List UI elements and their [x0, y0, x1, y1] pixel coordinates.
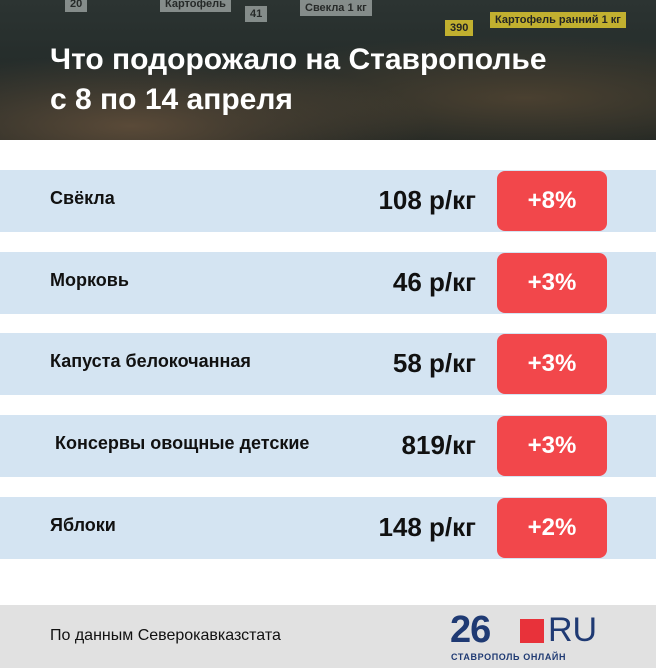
price-change: +3% [497, 252, 607, 313]
price-tag: 41 [245, 6, 268, 22]
price-tag: Картофель ранний 1 кг [490, 12, 626, 28]
table-row: Морковь 46 р/кг +3% [0, 251, 656, 314]
product-name: Консервы овощные детские [55, 433, 310, 454]
price: 108 р/кг [378, 185, 476, 215]
price-tag: Картофель [160, 0, 231, 12]
product-name: Яблоки [50, 514, 116, 535]
table-row: Консервы овощные детские 819/кг +3% [0, 415, 656, 478]
price-change: +2% [497, 497, 607, 558]
source: По данным Северокавказстата [50, 627, 281, 644]
title-line: Что подорожало на Ставрополье [50, 43, 547, 76]
product-name: Капуста белокочанная [50, 351, 251, 372]
table-row: Свёкла 108 р/кг +8% [0, 170, 656, 232]
price: 46 р/кг [392, 266, 476, 297]
table-row: Яблоки 148 р/кг +2% [0, 496, 656, 559]
price: 148 р/кг [378, 511, 476, 542]
logo-square [520, 619, 544, 643]
logo-subtitle: СТАВРОПОЛЬ ОНЛАЙН [451, 652, 567, 662]
price-change: +3% [497, 334, 607, 395]
header: 20 Картофель 41 Свекла 1 кг 390 Картофель ран… [0, 0, 656, 140]
logo-domain: RU [548, 611, 598, 649]
price-change: +8% [497, 171, 607, 231]
price-tag: Свекла 1 кг [300, 0, 372, 16]
product-name: Свёкла [50, 188, 115, 208]
price-change: +3% [497, 416, 607, 477]
price-tag: 20 [65, 0, 88, 12]
price-tag: 390 [445, 20, 474, 36]
footer: По данным Северокавказстата 26 RU СТАВРО… [0, 605, 656, 668]
price: 819/кг [401, 430, 476, 461]
logo: 26 RU СТАВРОПОЛЬ ОНЛАЙН [450, 609, 610, 663]
logo-number: 26 [450, 609, 491, 651]
title-line: с 8 по 14 апреля [50, 83, 293, 116]
price: 58 р/кг [392, 348, 476, 379]
product-name: Морковь [50, 269, 129, 290]
table-row: Капуста белокочанная 58 р/кг +3% [0, 333, 656, 396]
